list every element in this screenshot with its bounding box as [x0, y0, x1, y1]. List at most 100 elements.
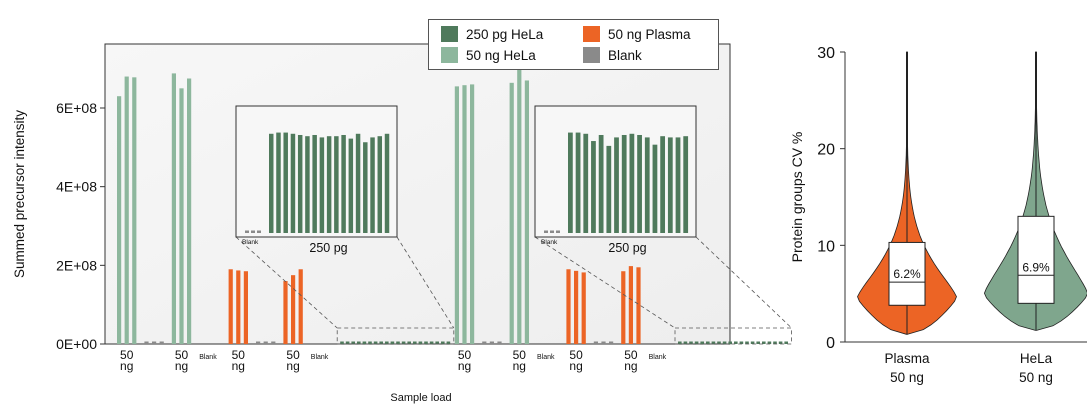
bar	[601, 341, 606, 344]
x-tick-label: Blank	[311, 354, 329, 361]
bar	[581, 272, 586, 344]
bar	[435, 341, 439, 344]
bar	[636, 267, 641, 344]
legend-label: 250 pg HeLa	[466, 26, 544, 42]
y-tick-label: 30	[817, 45, 835, 62]
bar	[778, 341, 783, 344]
bar	[621, 271, 626, 344]
violin-chart: 0 10 20 30 Protein groups CV % 6.2% Plasma 50 n…	[789, 45, 1087, 385]
inset-bar	[355, 133, 361, 233]
legend-swatch	[441, 26, 458, 42]
zoom-connector	[695, 236, 792, 329]
y-tick-label: 20	[817, 142, 835, 159]
legend-item-250pg-hela: 250 pg HeLa	[441, 26, 543, 42]
inset-bar	[683, 136, 689, 233]
bar	[396, 341, 400, 344]
bar	[152, 341, 157, 344]
bar	[144, 341, 149, 344]
y-tick-label: 6E+08	[56, 100, 97, 116]
bar	[418, 341, 423, 344]
bar	[228, 269, 233, 344]
x-tick-label: 50	[286, 348, 300, 362]
bar	[678, 341, 682, 344]
inset-bar	[644, 137, 650, 233]
zoom-connector	[396, 236, 455, 329]
bar	[767, 341, 772, 344]
bar	[124, 76, 129, 345]
inset-blank-label: Blank	[541, 239, 558, 246]
inset-bar	[637, 134, 642, 233]
x-tick-label: Blank	[537, 354, 555, 361]
bar	[566, 269, 571, 344]
bar	[454, 86, 459, 344]
inset-bar	[575, 132, 581, 233]
bar	[413, 341, 417, 344]
x-tick-label: 50 ng	[890, 370, 924, 385]
inset-bar	[675, 137, 681, 233]
bar-chart: 0E+00 2E+08 4E+08 6E+08 Summed precursor int…	[12, 43, 792, 404]
bar	[462, 85, 467, 344]
x-axis-label: Sample load	[390, 392, 451, 404]
x-tick-label: 50	[569, 348, 583, 362]
inset-label: 250 pg	[309, 241, 347, 255]
y-tick-label: 4E+08	[56, 179, 97, 195]
bar	[283, 281, 288, 344]
bar	[728, 341, 732, 344]
zoom-connector	[235, 236, 338, 329]
bar	[401, 341, 406, 344]
bar	[609, 341, 614, 344]
bar	[424, 341, 428, 344]
x-tick-label: 50	[624, 348, 638, 362]
inset-bar	[312, 134, 317, 233]
inset-bar	[384, 133, 390, 233]
inset-bar	[341, 134, 346, 233]
bar	[756, 341, 760, 344]
inset-bar	[363, 142, 368, 233]
bar	[489, 341, 494, 344]
legend-label: Blank	[608, 47, 642, 63]
bar	[762, 341, 766, 344]
inset-bar	[614, 137, 619, 233]
violin-box	[1017, 215, 1055, 304]
inset-blank-bar	[245, 230, 249, 233]
bar	[497, 341, 502, 344]
zoom-region	[336, 327, 455, 345]
legend: 250 pg HeLa 50 ng Plasma 50 ng HeLa Blan…	[428, 19, 719, 70]
bar	[482, 341, 487, 344]
inset-bar	[598, 134, 604, 233]
inset-bar	[660, 136, 666, 233]
x-tick-label: 50	[513, 348, 527, 362]
bar	[291, 275, 296, 344]
legend-item-50ng-hela: 50 ng HeLa	[441, 47, 536, 63]
bar	[390, 341, 395, 344]
inset-bar	[348, 138, 354, 233]
x-tick-label: 50	[458, 348, 472, 362]
bar	[524, 80, 529, 344]
bar	[509, 82, 514, 345]
bar	[593, 341, 598, 344]
bar	[236, 270, 241, 344]
y-tick-label: 0E+00	[56, 336, 97, 352]
bar	[243, 271, 248, 344]
x-tick-label: Blank	[649, 354, 667, 361]
bar	[373, 341, 378, 344]
bar	[441, 341, 445, 344]
bar	[706, 341, 710, 344]
violin-box	[888, 241, 926, 306]
y-tick-label: 0	[826, 335, 835, 352]
x-tick-label: ng	[120, 359, 133, 373]
bar	[179, 88, 184, 344]
bar	[429, 341, 434, 344]
bar	[340, 341, 344, 344]
bar	[784, 341, 788, 344]
bar	[368, 341, 372, 344]
violin-median-label: 6.2%	[893, 267, 921, 281]
x-tick-label: ng	[513, 359, 526, 373]
bar	[263, 341, 268, 344]
bar	[132, 77, 137, 344]
bar	[351, 341, 355, 344]
bar	[574, 270, 579, 344]
legend-item-50ng-plasma: 50 ng Plasma	[583, 26, 691, 42]
x-tick-label: ng	[175, 359, 188, 373]
inset-bar	[276, 132, 281, 233]
